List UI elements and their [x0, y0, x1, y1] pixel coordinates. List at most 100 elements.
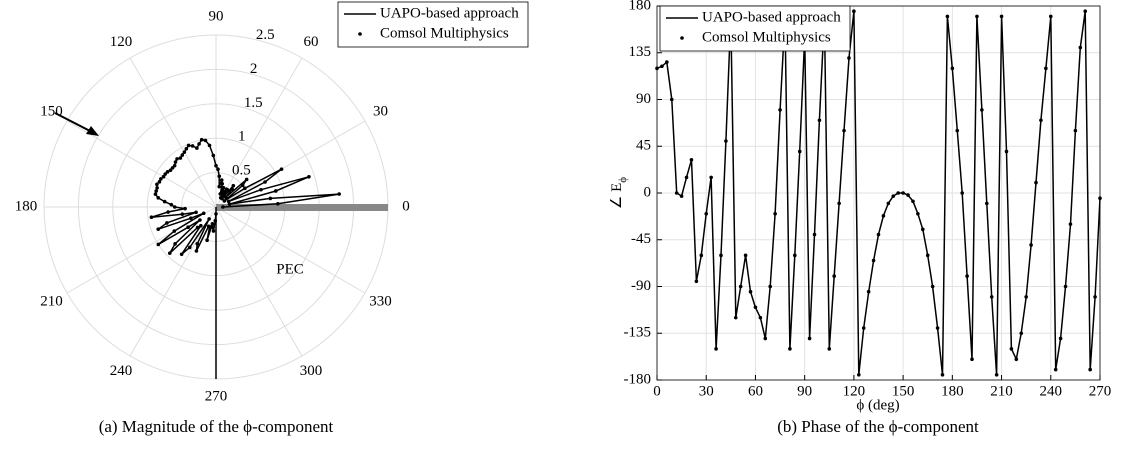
magnitude-dot	[223, 195, 228, 200]
magnitude-dot	[184, 146, 189, 151]
y-tick-label: 90	[636, 91, 651, 107]
legend-label: UAPO-based approach	[380, 5, 519, 21]
phase-dot	[748, 289, 753, 294]
magnitude-dot	[210, 222, 215, 226]
phase-dot	[773, 211, 777, 216]
phase-dot	[1014, 357, 1019, 362]
phase-dot	[753, 305, 758, 310]
x-tick-label: 180	[941, 383, 964, 399]
phase-dot	[1053, 367, 1058, 372]
magnitude-dot	[217, 174, 222, 179]
theta-tick-label: 0	[402, 198, 410, 214]
phase-dot	[714, 347, 718, 351]
phase-dot	[896, 191, 900, 195]
magnitude-dot	[216, 167, 220, 172]
phase-dot	[684, 175, 689, 180]
phase-dot	[1063, 284, 1068, 289]
magnitude-dot	[211, 229, 216, 233]
theta-tick-label: 150	[40, 103, 63, 119]
magnitude-dot	[240, 183, 245, 188]
legend-dot	[358, 32, 362, 36]
phase-dot	[1073, 128, 1078, 133]
y-tick-label: 45	[636, 138, 651, 154]
magnitude-dot	[161, 174, 166, 179]
phase-dot	[866, 289, 871, 294]
legend-label: UAPO-based approach	[702, 9, 841, 25]
phase-dot	[984, 201, 989, 206]
r-tick-label: 1.5	[244, 95, 263, 111]
magnitude-dot	[197, 142, 201, 146]
magnitude-dot	[218, 196, 223, 200]
magnitude-dot	[230, 187, 234, 191]
y-tick-label: 135	[629, 44, 652, 60]
magnitude-dot	[187, 245, 192, 250]
x-tick-label: 240	[1040, 383, 1063, 399]
magnitude-dot	[199, 223, 203, 228]
phase-dot	[1024, 295, 1028, 299]
pec-label: PEC	[276, 261, 304, 277]
phase-dot	[965, 274, 969, 278]
x-tick-label: 30	[699, 383, 714, 399]
magnitude-dot	[205, 238, 209, 243]
phase-dot	[733, 315, 738, 320]
magnitude-dot	[231, 183, 236, 188]
phase-dot	[901, 191, 905, 195]
phase-dot	[886, 201, 891, 206]
magnitude-dot	[279, 167, 284, 171]
magnitude-dot	[226, 199, 231, 204]
r-tick-label: 1	[238, 129, 246, 145]
magnitude-dot	[173, 242, 177, 246]
r-tick-label: 0.5	[232, 163, 251, 179]
angular-grid-line	[129, 206, 217, 357]
magnitude-dot	[163, 172, 168, 176]
phase-dot	[660, 64, 664, 69]
magnitude-dot	[276, 201, 280, 206]
phase-dot	[955, 128, 960, 133]
phase-dot	[1004, 149, 1009, 154]
phase-dot	[778, 108, 782, 112]
phase-dot	[999, 14, 1004, 19]
magnitude-dot	[189, 216, 193, 220]
magnitude-dot	[180, 153, 185, 157]
phase-dot	[881, 214, 886, 218]
phase-dot	[793, 253, 797, 258]
phase-dot	[1019, 331, 1024, 336]
phase-dot	[960, 191, 964, 195]
phase-dot	[1083, 9, 1088, 13]
phase-dot	[861, 326, 866, 330]
magnitude-dot	[219, 178, 224, 182]
theta-tick-label: 270	[205, 388, 228, 404]
magnitude-dot	[214, 212, 218, 216]
magnitude-dot	[244, 177, 249, 182]
magnitude-dot	[172, 229, 177, 233]
x-tick-label: 60	[748, 383, 763, 399]
magnitude-dot	[195, 225, 200, 230]
magnitude-dot	[224, 187, 229, 191]
magnitude-dot	[175, 157, 179, 161]
magnitude-dot	[149, 215, 154, 220]
angular-grid-line	[215, 206, 366, 294]
phase-dot	[827, 347, 832, 351]
magnitude-dot	[159, 177, 163, 181]
magnitude-dot	[156, 242, 161, 247]
phase-dot	[655, 66, 659, 71]
theta-tick-label: 90	[209, 8, 224, 24]
y-tick-label: -45	[631, 231, 651, 247]
phase-dot	[975, 14, 979, 19]
phase-dot	[970, 357, 974, 362]
magnitude-dot	[221, 205, 225, 209]
magnitude-dot	[199, 137, 204, 142]
magnitude-dot	[259, 187, 263, 192]
magnitude-dot	[221, 189, 225, 194]
magnitude-dot	[167, 251, 172, 256]
phase-dot	[743, 253, 748, 258]
magnitude-dot	[207, 217, 211, 221]
phase-dot	[940, 373, 945, 377]
magnitude-dot	[153, 192, 158, 196]
y-tick-label: 180	[629, 0, 652, 13]
phase-dot	[669, 97, 674, 102]
magnitude-dot	[218, 192, 223, 196]
phase-dot	[847, 56, 851, 60]
r-tick-label: 2	[250, 61, 258, 77]
magnitude-dot	[182, 150, 187, 154]
